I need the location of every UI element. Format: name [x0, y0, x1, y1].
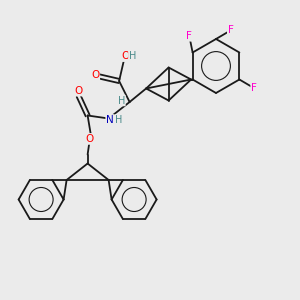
Text: O: O [74, 85, 83, 96]
Text: O: O [85, 134, 93, 144]
Text: F: F [228, 25, 234, 35]
Text: H: H [118, 95, 125, 106]
Text: F: F [186, 31, 192, 41]
Text: H: H [116, 115, 123, 125]
Text: O: O [121, 51, 129, 61]
Text: O: O [91, 70, 99, 80]
Text: N: N [106, 115, 114, 125]
Text: H: H [129, 51, 136, 61]
Text: F: F [251, 83, 257, 93]
